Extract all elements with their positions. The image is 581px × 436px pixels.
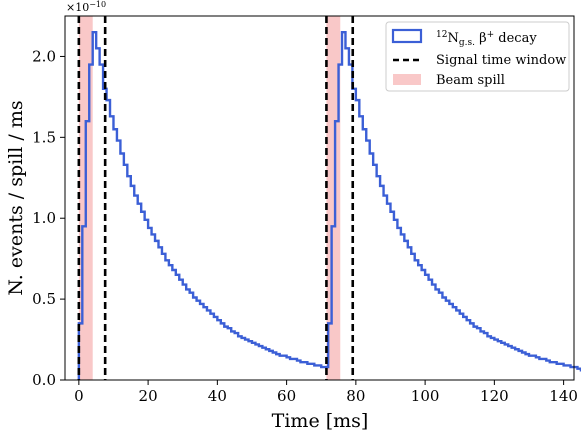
y-tick-label: 0.0 bbox=[32, 371, 56, 389]
y-axis-label: N. events / spill / ms bbox=[5, 100, 27, 295]
legend-beam-label: Beam spill bbox=[436, 73, 505, 88]
legend-histogram-swatch bbox=[391, 28, 423, 44]
y-tick-label: 1.0 bbox=[32, 209, 56, 227]
x-tick-label: 60 bbox=[277, 387, 296, 405]
x-tick-label: 120 bbox=[480, 387, 509, 405]
y-multiplier: ×10−10 bbox=[66, 0, 106, 14]
legend-beam-swatch bbox=[393, 74, 421, 85]
x-tick-label: 40 bbox=[208, 387, 227, 405]
x-tick-label: 20 bbox=[139, 387, 158, 405]
y-tick-label: 1.5 bbox=[32, 128, 56, 146]
y-axis-ticks: 0.0 0.5 1.0 1.5 2.0 bbox=[32, 47, 65, 389]
x-tick-label: 0 bbox=[74, 387, 84, 405]
legend-histogram-label: 12Ng.s. β+ decay bbox=[436, 30, 537, 48]
y-tick-label: 0.5 bbox=[32, 290, 56, 308]
x-axis-label: Time [ms] bbox=[272, 410, 369, 432]
legend-window-label: Signal time window bbox=[436, 53, 566, 68]
x-axis-ticks: 0 20 40 60 80 100 120 140 bbox=[74, 380, 578, 405]
plot-frame bbox=[64, 15, 575, 381]
x-tick-label: 140 bbox=[549, 387, 578, 405]
y-tick-label: 2.0 bbox=[32, 47, 56, 65]
legend: 12Ng.s. β+ decay Signal time window Beam… bbox=[385, 21, 570, 92]
decay-histogram-line bbox=[77, 30, 581, 380]
x-tick-label: 80 bbox=[346, 387, 365, 405]
beam-spill-band bbox=[326, 16, 341, 380]
x-tick-label: 100 bbox=[411, 387, 440, 405]
legend-box bbox=[385, 21, 570, 92]
beam-spill-bands bbox=[78, 16, 341, 380]
signal-window-lines bbox=[77, 16, 355, 380]
